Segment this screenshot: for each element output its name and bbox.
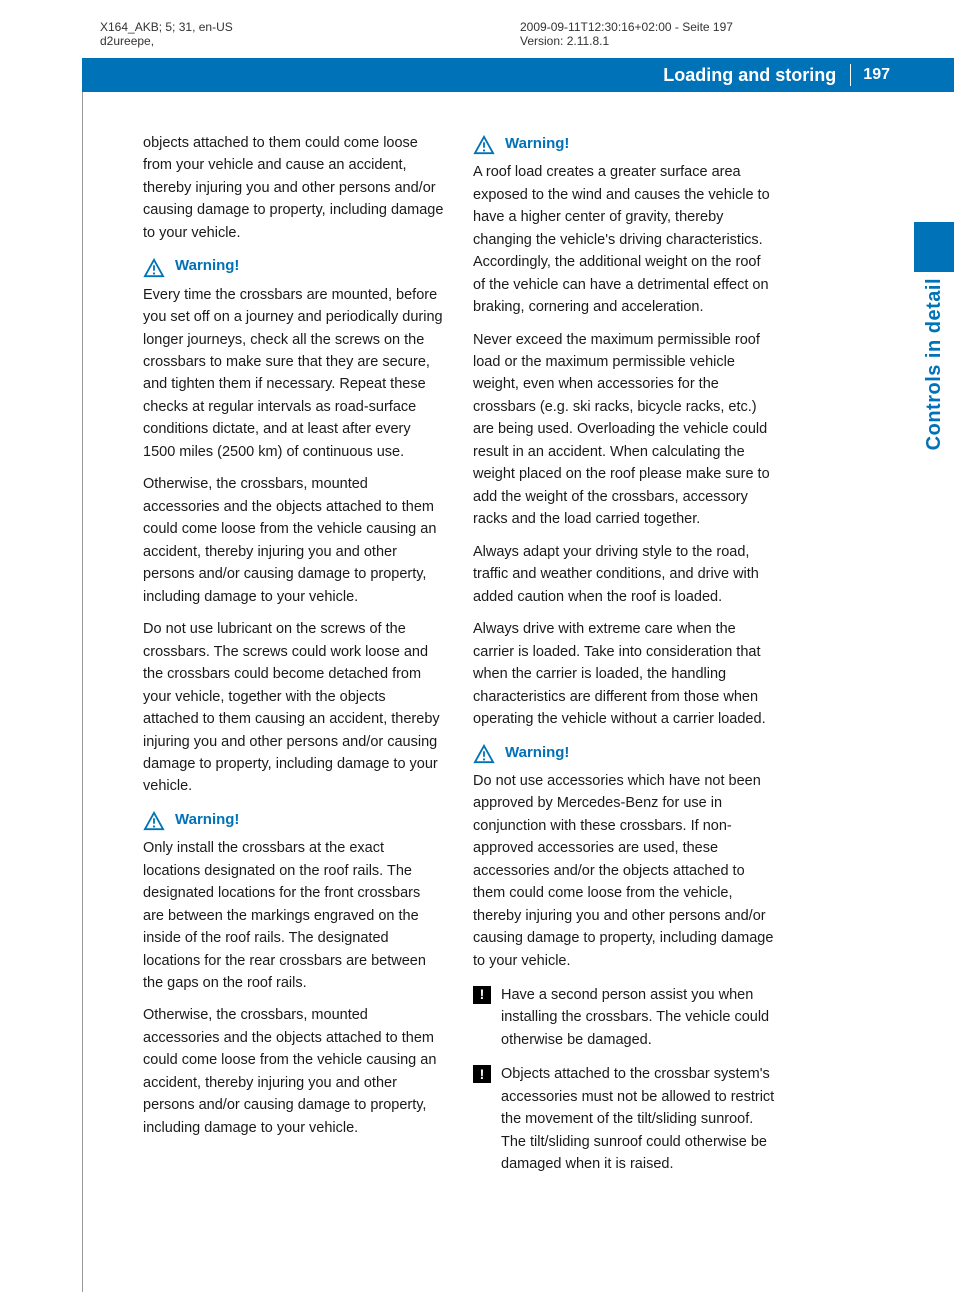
warning-label: Warning! xyxy=(505,741,569,764)
banner-title: Loading and storing xyxy=(663,65,850,86)
doc-meta-right: 2009-09-11T12:30:16+02:00 - Seite 197 Ve… xyxy=(520,20,954,48)
warning-text: Do not use lubricant on the screws of th… xyxy=(143,618,445,798)
note-block: ! Have a second person assist you when i… xyxy=(473,984,775,1051)
meta-right-line2: Version: 2.11.8.1 xyxy=(520,34,954,48)
warning-text: Always drive with extreme care when the … xyxy=(473,618,775,730)
meta-left-line2: d2ureepe, xyxy=(100,34,520,48)
doc-meta: X164_AKB; 5; 31, en-US d2ureepe, 2009-09… xyxy=(0,0,954,58)
warning-text: Always adapt your driving style to the r… xyxy=(473,541,775,608)
warning-text: Every time the crossbars are mounted, be… xyxy=(143,284,445,464)
warning-triangle-icon xyxy=(473,135,495,155)
side-tab-block xyxy=(914,222,954,272)
warning-triangle-icon xyxy=(143,258,165,278)
warning-text: Only install the crossbars at the exact … xyxy=(143,837,445,994)
warning-text: Do not use accessories which have not be… xyxy=(473,770,775,972)
warning-label: Warning! xyxy=(175,808,239,831)
content-columns: objects attached to them could come loos… xyxy=(83,132,954,1292)
section-banner: Loading and storing 197 xyxy=(82,58,954,92)
warning-heading: Warning! xyxy=(143,254,445,277)
warning-text: A roof load creates a greater surface ar… xyxy=(473,161,775,318)
warning-triangle-icon xyxy=(473,744,495,764)
side-tab-label: Controls in detail xyxy=(923,278,946,450)
meta-left-line1: X164_AKB; 5; 31, en-US xyxy=(100,20,520,34)
meta-right-line1: 2009-09-11T12:30:16+02:00 - Seite 197 xyxy=(520,20,954,34)
warning-label: Warning! xyxy=(505,132,569,155)
warning-heading: Warning! xyxy=(473,741,775,764)
note-block: ! Objects attached to the crossbar syste… xyxy=(473,1063,775,1175)
doc-meta-left: X164_AKB; 5; 31, en-US d2ureepe, xyxy=(100,20,520,48)
note-text: Objects attached to the crossbar system'… xyxy=(501,1063,775,1175)
note-text: Have a second person assist you when ins… xyxy=(501,984,775,1051)
warning-text: Otherwise, the crossbars, mounted access… xyxy=(143,473,445,608)
column-right: Warning! A roof load creates a greater s… xyxy=(473,132,775,1252)
warning-label: Warning! xyxy=(175,254,239,277)
warning-triangle-icon xyxy=(143,811,165,831)
page-body: objects attached to them could come loos… xyxy=(82,92,954,1292)
column-left: objects attached to them could come loos… xyxy=(143,132,445,1252)
side-tab: Controls in detail xyxy=(914,222,954,450)
warning-text: Never exceed the maximum permissible roo… xyxy=(473,329,775,531)
banner-separator xyxy=(850,64,851,86)
banner-page-number: 197 xyxy=(863,66,954,84)
warning-heading: Warning! xyxy=(143,808,445,831)
intro-paragraph: objects attached to them could come loos… xyxy=(143,132,445,244)
note-exclamation-icon: ! xyxy=(473,986,491,1004)
note-exclamation-icon: ! xyxy=(473,1065,491,1083)
warning-text: Otherwise, the crossbars, mounted access… xyxy=(143,1004,445,1139)
warning-heading: Warning! xyxy=(473,132,775,155)
